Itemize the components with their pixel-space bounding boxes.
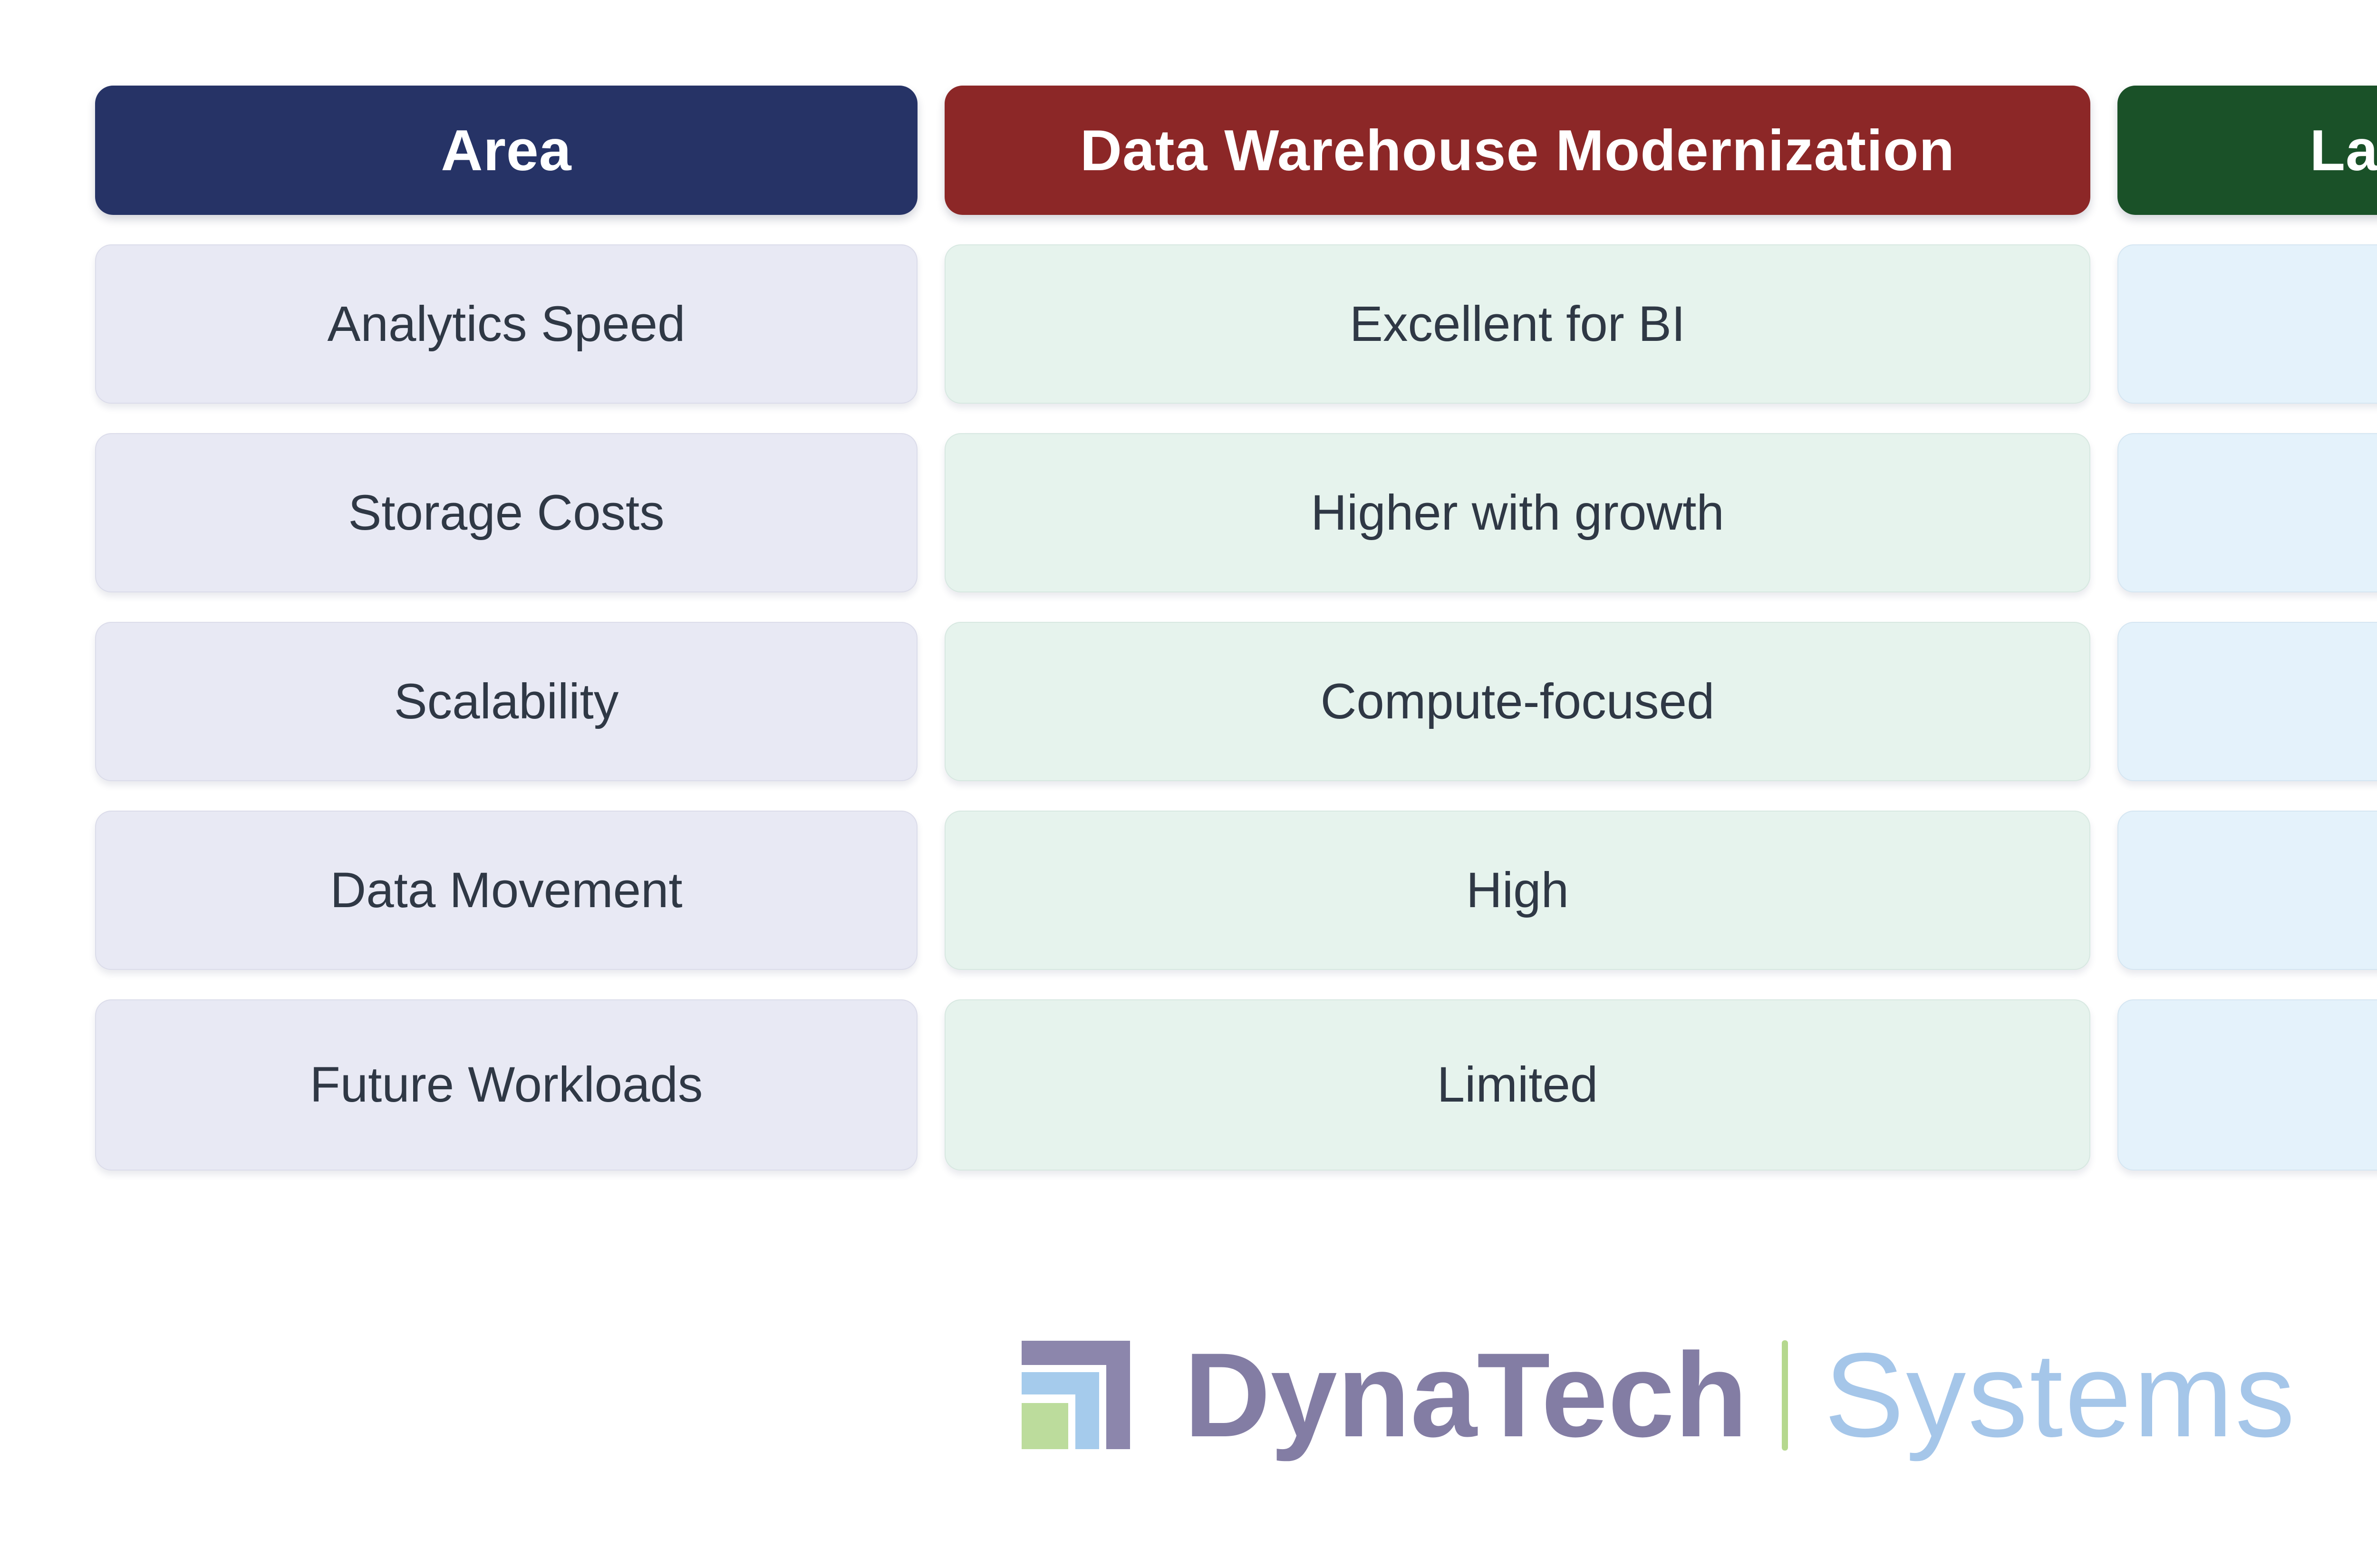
lakehouse-cell-data-movement: Minimal [2117,811,2377,970]
header-data-warehouse-modernization: Data Warehouse Modernization [945,86,2090,215]
comparison-table: Area Data Warehouse Modernization Lakeho… [95,86,2377,1171]
warehouse-cell-data-movement: High [945,811,2090,970]
header-area-label: Area [441,118,572,183]
cell-text: High [1466,862,1569,918]
header-warehouse-label: Data Warehouse Modernization [1080,118,1955,183]
lakehouse-cell-storage-costs: Lower cloud-native [2117,433,2377,592]
cell-text: Analytics Speed [327,296,686,352]
area-cell-scalability: Scalability [95,622,918,781]
logo-divider [1782,1340,1788,1451]
header-lakehouse-label: Lakehouse Modernization [2309,118,2377,183]
lakehouse-cell-future-workloads: Highly adaptable [2117,999,2377,1171]
warehouse-cell-storage-costs: Higher with growth [945,433,2090,592]
logo-suffix-text: Systems [1824,1328,2297,1462]
warehouse-cell-future-workloads: Limited [945,999,2090,1171]
area-cell-data-movement: Data Movement [95,811,918,970]
logo-brand-text: DynaTech [1184,1328,1748,1462]
cell-text: Compute-focused [1320,673,1715,729]
warehouse-cell-analytics-speed: Excellent for BI [945,244,2090,404]
cell-text: Higher with growth [1311,484,1724,541]
header-lakehouse-modernization: Lakehouse Modernization [2117,86,2377,215]
dynatech-systems-logo: DynaTech Systems [0,1317,2377,1474]
cell-text: Excellent for BI [1349,296,1686,352]
area-cell-storage-costs: Storage Costs [95,433,918,592]
area-cell-future-workloads: Future Workloads [95,999,918,1171]
header-area: Area [95,86,918,215]
warehouse-cell-scalability: Compute-focused [945,622,2090,781]
cell-text: Storage Costs [348,484,665,541]
cell-text: Scalability [394,673,619,729]
area-cell-analytics-speed: Analytics Speed [95,244,918,404]
lakehouse-cell-analytics-speed: Excellent for BI + AI [2117,244,2377,404]
cell-text: Limited [1437,1057,1598,1113]
dynatech-logo-icon [1021,1341,1130,1449]
cell-text: Data Movement [330,862,683,918]
cell-text: Future Workloads [309,1057,703,1113]
lakehouse-cell-scalability: Compute + storage [2117,622,2377,781]
